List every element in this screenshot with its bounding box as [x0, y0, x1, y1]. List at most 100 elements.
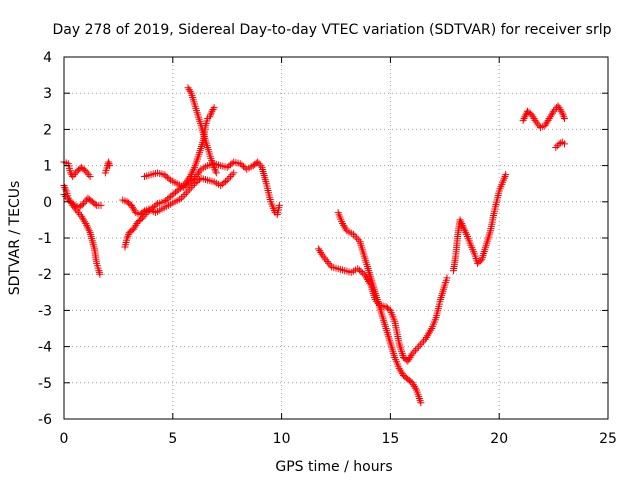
- data-trace-segment: [181, 179, 193, 190]
- data-trace-segment: [87, 231, 98, 251]
- data-trace-segment: [154, 206, 164, 215]
- x-axis-ticks: 0 5 10 15 20 25: [60, 57, 617, 447]
- data-trace-segment: [340, 221, 350, 233]
- y-tick-label: -6: [38, 412, 52, 428]
- data-trace-segment: [457, 218, 466, 229]
- data-trace-segment: [79, 165, 88, 174]
- x-tick-label: 25: [599, 431, 617, 447]
- data-trace-segment: [83, 221, 93, 235]
- data-point: [127, 201, 135, 209]
- data-trace-segment: [75, 209, 84, 218]
- data-trace-segment: [218, 177, 230, 188]
- data-trace-segment: [263, 182, 274, 204]
- data-point: [360, 270, 368, 278]
- data-point: [96, 270, 104, 278]
- data-trace-segment: [83, 169, 93, 179]
- data-trace-segment: [187, 165, 198, 179]
- data-trace-segment: [416, 337, 428, 349]
- data-trace-segment: [336, 265, 347, 274]
- data-point: [519, 116, 527, 124]
- data-trace-segment: [196, 138, 207, 157]
- data-trace-segment: [500, 172, 509, 182]
- data-trace-segment: [125, 199, 134, 208]
- data-point: [82, 220, 90, 228]
- y-tick-label: -1: [38, 231, 52, 247]
- data-trace-segment: [557, 139, 565, 147]
- data-trace-segment: [422, 326, 435, 342]
- data-point: [184, 84, 192, 92]
- data-trace-segment: [413, 388, 424, 405]
- data-trace-segment: [491, 189, 503, 211]
- data-trace-segment: [138, 208, 147, 217]
- data-trace-segment: [127, 226, 136, 235]
- data-trace-segment: [124, 230, 133, 240]
- x-tick-label: 15: [381, 431, 399, 447]
- data-point: [560, 140, 568, 148]
- data-trace-segment: [387, 341, 398, 359]
- data-trace-segment: [370, 283, 381, 301]
- data-trace-segment: [542, 116, 552, 128]
- data-trace-segment: [330, 264, 340, 272]
- data-trace-segment: [211, 165, 220, 175]
- data-trace-segment: [65, 196, 73, 204]
- data-trace-segment: [207, 109, 215, 119]
- y-axis-label: SDTVAR / TECUs: [7, 181, 23, 296]
- data-trace-segment: [383, 327, 394, 345]
- y-tick-label: -4: [38, 340, 52, 356]
- data-trace-segment: [202, 117, 211, 127]
- data-point: [223, 176, 231, 184]
- data-trace-segment: [149, 169, 159, 178]
- data-trace-segment: [167, 199, 177, 208]
- data-trace-segment: [232, 159, 242, 167]
- data-trace-segment: [131, 220, 141, 231]
- data-point: [184, 187, 192, 195]
- data-point: [550, 107, 558, 115]
- data-point: [138, 214, 146, 222]
- data-trace-segment: [365, 269, 376, 287]
- data-trace-segment: [238, 161, 249, 172]
- data-trace-segment: [349, 266, 360, 275]
- data-point: [130, 225, 138, 233]
- data-point: [80, 200, 88, 208]
- data-trace-segment: [429, 316, 439, 330]
- y-tick-label: 3: [43, 86, 52, 102]
- data-trace-segment: [144, 206, 154, 215]
- data-trace-segment: [156, 169, 166, 178]
- data-point: [210, 104, 218, 112]
- data-point: [123, 234, 131, 242]
- data-trace-segment: [396, 366, 406, 378]
- data-trace-segment: [61, 183, 69, 193]
- y-tick-label: -2: [38, 267, 52, 283]
- y-tick-label: 0: [43, 195, 52, 211]
- data-trace-segment: [534, 120, 543, 130]
- x-tick-label: 5: [168, 431, 177, 447]
- data-point: [528, 111, 536, 119]
- data-trace-segment: [410, 344, 421, 356]
- data-trace-segment: [199, 175, 209, 183]
- data-trace-segment: [268, 200, 278, 214]
- data-point: [541, 122, 549, 130]
- data-trace-segment: [351, 232, 362, 244]
- data-point: [230, 169, 238, 177]
- data-trace-segment: [68, 199, 77, 208]
- data-trace-segment: [129, 203, 139, 215]
- data-trace-segment: [357, 240, 368, 258]
- data-trace-segment: [168, 188, 180, 199]
- y-tick-label: 1: [43, 159, 52, 175]
- data-trace-segment: [186, 182, 197, 193]
- data-trace-segment: [102, 164, 111, 174]
- data-trace-segment: [325, 259, 334, 269]
- data-trace-segment: [105, 160, 113, 168]
- data-point: [404, 357, 412, 365]
- data-trace-segment: [529, 113, 539, 124]
- data-trace-segment: [559, 111, 568, 121]
- data-trace-segment: [392, 356, 402, 370]
- data-trace-segment: [162, 172, 173, 183]
- data-point: [315, 245, 323, 253]
- data-trace-segment: [121, 236, 131, 249]
- data-point: [395, 364, 403, 372]
- data-trace-segment: [185, 86, 194, 95]
- data-point: [349, 230, 357, 238]
- data-trace-segment: [442, 276, 450, 287]
